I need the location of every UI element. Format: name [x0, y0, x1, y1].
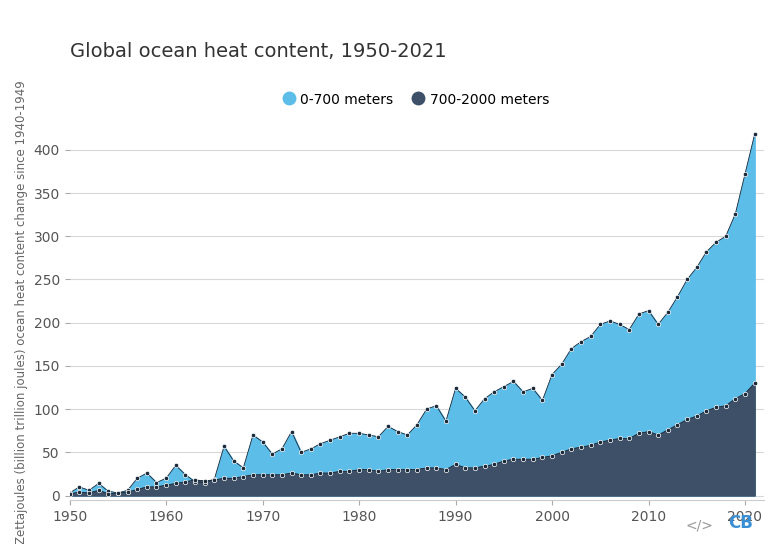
Legend: 0-700 meters, 700-2000 meters: 0-700 meters, 700-2000 meters	[278, 86, 556, 114]
Text: </>: </>	[686, 518, 714, 532]
Text: CB: CB	[728, 514, 753, 532]
Text: Global ocean heat content, 1950-2021: Global ocean heat content, 1950-2021	[69, 42, 446, 61]
Y-axis label: Zettajoules (billion trillion joules) ocean heat content change since 1940-1949: Zettajoules (billion trillion joules) oc…	[15, 80, 28, 543]
